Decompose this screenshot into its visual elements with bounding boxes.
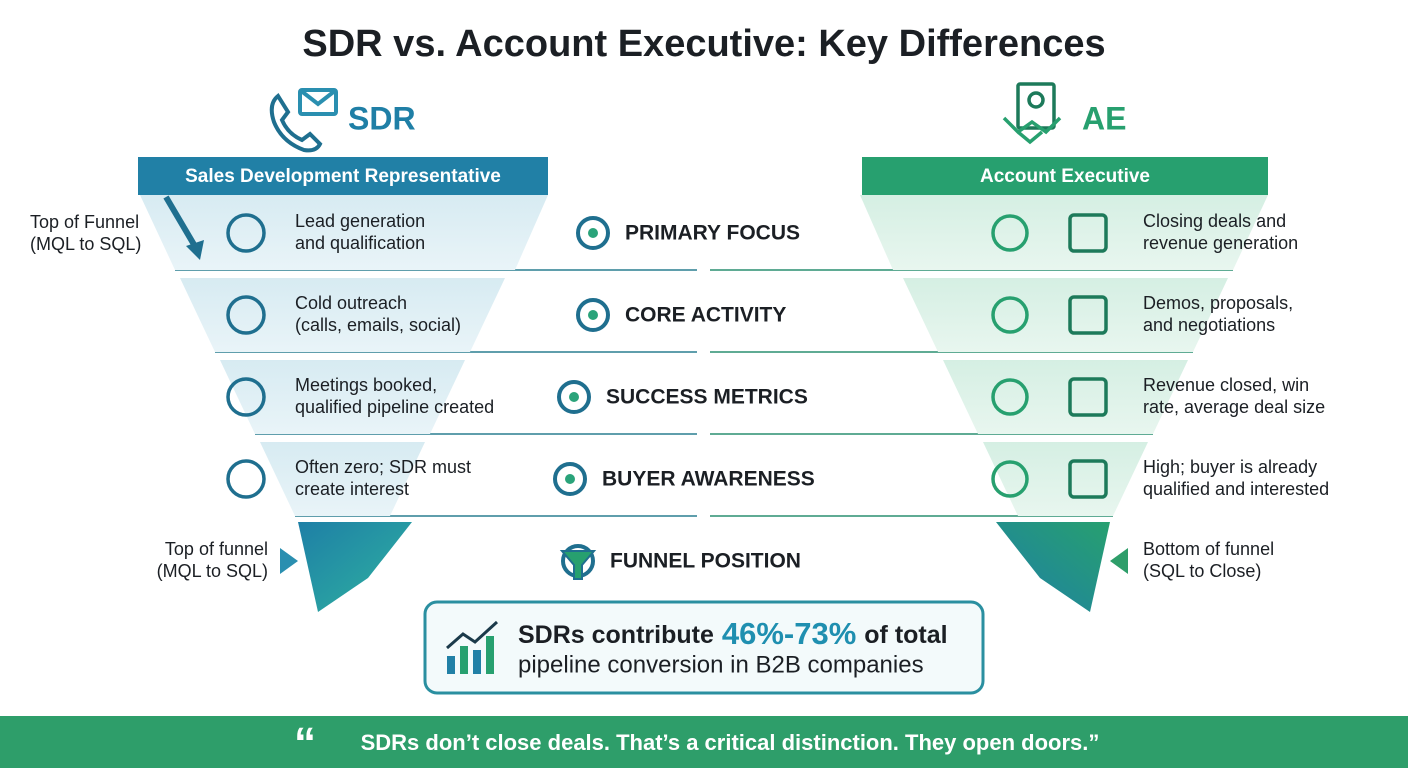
row-icon	[576, 298, 610, 332]
sdr-abbr: SDR	[348, 100, 416, 136]
sdr-icon	[226, 213, 266, 253]
funnel-band	[860, 195, 1268, 270]
stat-line1: SDRs contribute 46%-73% of total	[518, 616, 948, 651]
funnel-band	[943, 360, 1188, 434]
row-label: PRIMARY FOCUS	[625, 222, 800, 245]
ae-text: rate, average deal size	[1143, 397, 1325, 417]
row-icon	[588, 310, 598, 320]
stat-highlight: 46%-73%	[722, 616, 856, 651]
ae-icon	[1068, 459, 1108, 499]
ae-icon	[1002, 82, 1062, 145]
sdr-text: create interest	[295, 479, 409, 499]
stat-box	[423, 600, 985, 695]
ae-text: qualified and interested	[1143, 479, 1329, 499]
sdr-text: Top of funnel	[165, 539, 268, 559]
ae-icon	[1068, 377, 1108, 417]
row-icon	[569, 392, 579, 402]
row-icon	[588, 228, 598, 238]
pointer	[1110, 548, 1128, 574]
ae-header-bar	[862, 157, 1268, 195]
pointer	[280, 548, 298, 574]
ae-icon	[1068, 213, 1108, 253]
ae-header: Account Executive	[980, 166, 1150, 187]
ae-text: High; buyer is already	[1143, 457, 1317, 477]
row-icon	[565, 474, 575, 484]
ae-text: Bottom of funnel	[1143, 539, 1274, 559]
funnel-icon	[559, 550, 597, 580]
quote: SDRs don’t close deals. That’s a critica…	[361, 730, 1100, 755]
side-label: (MQL to SQL)	[30, 234, 141, 254]
funnel-band	[903, 278, 1228, 352]
stat-prefix: SDRs contribute	[518, 621, 714, 649]
sdr-text: (calls, emails, social)	[295, 315, 461, 335]
footer	[0, 716, 1408, 768]
stat-suffix: of total	[864, 621, 947, 649]
sdr-text: qualified pipeline created	[295, 397, 494, 417]
title: SDR vs. Account Executive: Key Differenc…	[302, 23, 1105, 65]
arrow-head	[186, 240, 204, 260]
row-label: BUYER AWARENESS	[602, 468, 815, 491]
funnel-band	[260, 442, 425, 516]
sdr-text: Cold outreach	[295, 293, 407, 313]
ae-text: Demos, proposals,	[1143, 293, 1293, 313]
sdr-icon	[226, 295, 266, 335]
sdr-header: Sales Development Representative	[185, 166, 501, 187]
row-icon	[553, 462, 587, 496]
ae-text: and negotiations	[1143, 315, 1275, 335]
ae-text: (SQL to Close)	[1143, 561, 1261, 581]
sdr-icon	[226, 459, 266, 499]
stat-icon	[446, 620, 499, 674]
sdr-icon	[226, 377, 266, 417]
sdr-header-bar	[138, 157, 548, 195]
sdr-icon	[269, 88, 338, 153]
sdr-text: and qualification	[295, 233, 425, 253]
stat-line2: pipeline conversion in B2B companies	[518, 651, 924, 678]
row-label: SUCCESS METRICS	[606, 386, 808, 409]
funnels	[140, 195, 1268, 612]
funnel-band	[180, 278, 505, 352]
funnel-spout	[996, 522, 1110, 612]
funnel-band	[220, 360, 465, 434]
sdr-text: Meetings booked,	[295, 375, 437, 395]
funnel-spout	[298, 522, 412, 612]
ae-icon	[991, 296, 1029, 334]
ae-text: Closing deals and	[1143, 211, 1286, 231]
row-icon	[576, 216, 610, 250]
quote-mark: “	[294, 719, 316, 768]
ae-icon	[991, 214, 1029, 252]
ae-abbr: AE	[1082, 100, 1126, 136]
sdr-text: (MQL to SQL)	[157, 561, 268, 581]
row-icon	[557, 380, 591, 414]
ae-icon	[991, 378, 1029, 416]
row-label: FUNNEL POSITION	[610, 550, 801, 573]
side-label: Top of Funnel	[30, 212, 139, 232]
ae-text: revenue generation	[1143, 233, 1298, 253]
sdr-text: Often zero; SDR must	[295, 457, 471, 477]
funnel-band	[983, 442, 1148, 516]
ae-icon	[991, 460, 1029, 498]
ae-icon	[1068, 295, 1108, 335]
arrow	[163, 195, 199, 250]
sdr-text: Lead generation	[295, 211, 425, 231]
row-label: CORE ACTIVITY	[625, 304, 786, 327]
ae-text: Revenue closed, win	[1143, 375, 1309, 395]
